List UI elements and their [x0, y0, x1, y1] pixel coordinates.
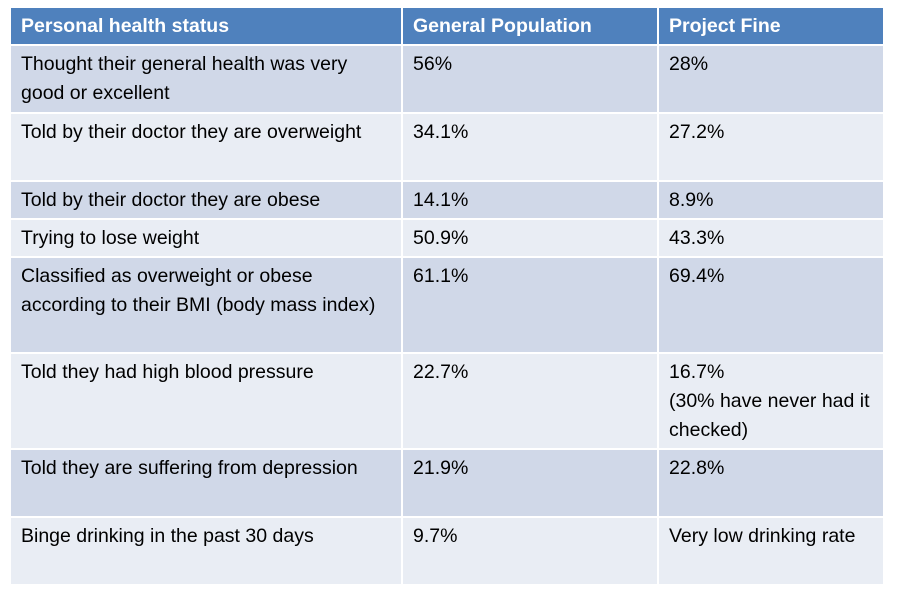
general-population-cell: 61.1% — [403, 258, 659, 354]
table-row: Classified as overweight or obese accord… — [11, 258, 883, 354]
status-cell: Classified as overweight or obese accord… — [11, 258, 403, 354]
table-row: Thought their general health was very go… — [11, 46, 883, 114]
project-fine-cell: 69.4% — [659, 258, 883, 354]
header-general-population: General Population — [403, 8, 659, 46]
table-row: Told they had high blood pressure 22.7% … — [11, 354, 883, 450]
table-row: Binge drinking in the past 30 days 9.7% … — [11, 518, 883, 586]
project-fine-value: 16.7% — [669, 361, 725, 383]
general-population-cell: 21.9% — [403, 450, 659, 518]
general-population-cell: 56% — [403, 46, 659, 114]
project-fine-cell: Very low drinking rate — [659, 518, 883, 586]
status-cell: Trying to lose weight — [11, 220, 403, 258]
project-fine-note: (30% have never had it checked) — [669, 390, 870, 441]
health-status-table: Personal health status General Populatio… — [11, 8, 883, 586]
general-population-cell: 50.9% — [403, 220, 659, 258]
table-row: Trying to lose weight 50.9% 43.3% — [11, 220, 883, 258]
status-cell: Told they had high blood pressure — [11, 354, 403, 450]
status-cell: Binge drinking in the past 30 days — [11, 518, 403, 586]
general-population-cell: 34.1% — [403, 114, 659, 182]
table-row: Told by their doctor they are obese 14.1… — [11, 182, 883, 220]
table-row: Told by their doctor they are overweight… — [11, 114, 883, 182]
project-fine-cell: 16.7% (30% have never had it checked) — [659, 354, 883, 450]
table-header-row: Personal health status General Populatio… — [11, 8, 883, 46]
general-population-cell: 14.1% — [403, 182, 659, 220]
status-cell: Thought their general health was very go… — [11, 46, 403, 114]
table-row: Told they are suffering from depression … — [11, 450, 883, 518]
general-population-cell: 9.7% — [403, 518, 659, 586]
general-population-cell: 22.7% — [403, 354, 659, 450]
project-fine-cell: 27.2% — [659, 114, 883, 182]
status-cell: Told by their doctor they are overweight — [11, 114, 403, 182]
project-fine-cell: 43.3% — [659, 220, 883, 258]
project-fine-cell: 8.9% — [659, 182, 883, 220]
header-project-fine: Project Fine — [659, 8, 883, 46]
header-personal-health-status: Personal health status — [11, 8, 403, 46]
status-cell: Told they are suffering from depression — [11, 450, 403, 518]
status-cell: Told by their doctor they are obese — [11, 182, 403, 220]
project-fine-cell: 22.8% — [659, 450, 883, 518]
project-fine-cell: 28% — [659, 46, 883, 114]
